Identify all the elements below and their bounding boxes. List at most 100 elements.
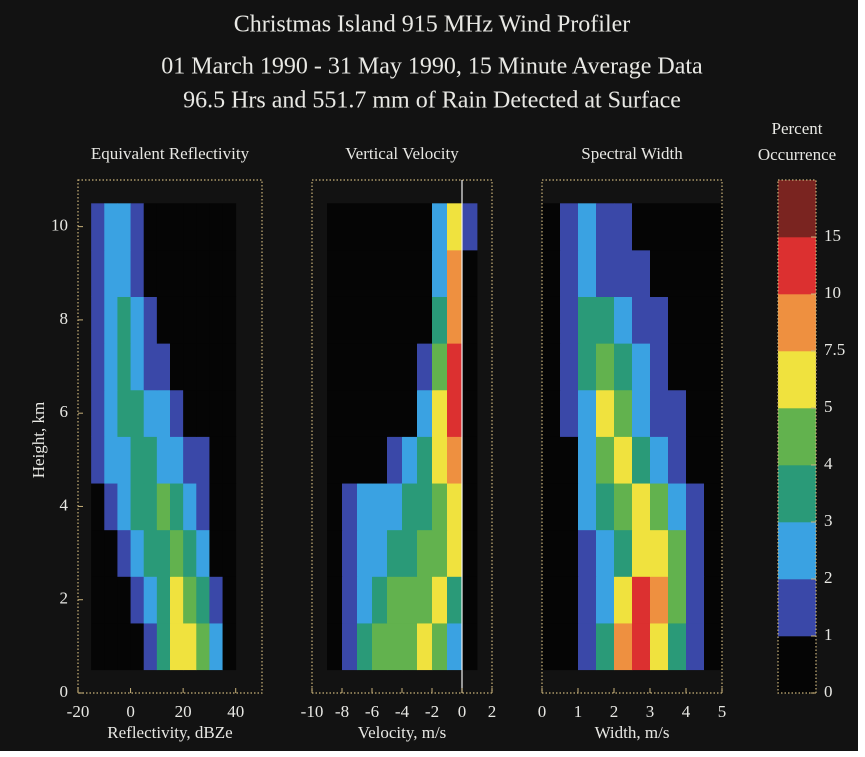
heatmap-cell bbox=[357, 529, 373, 577]
y-tick-label: 2 bbox=[60, 589, 69, 608]
heatmap-cell bbox=[104, 296, 118, 344]
heatmap-cell bbox=[372, 343, 388, 391]
heatmap-cell bbox=[462, 249, 478, 297]
colorbar-tick-label: 7.5 bbox=[824, 340, 845, 359]
heatmap-cell bbox=[183, 483, 197, 531]
heatmap-cell bbox=[183, 343, 197, 391]
heatmap-cell bbox=[462, 389, 478, 437]
heatmap-cell bbox=[209, 296, 223, 344]
heatmap-cell bbox=[117, 436, 131, 484]
heatmap-cell bbox=[104, 623, 118, 671]
heatmap-cell bbox=[357, 623, 373, 671]
heatmap-cell bbox=[432, 529, 448, 577]
heatmap-cell bbox=[117, 343, 131, 391]
heatmap-cell bbox=[130, 483, 145, 531]
colorbar-tick-label: 10 bbox=[824, 283, 841, 302]
heatmap-cell bbox=[387, 623, 403, 671]
x-tick-label: 2 bbox=[610, 702, 619, 721]
heatmap-cell bbox=[387, 483, 403, 531]
heatmap-cell bbox=[156, 296, 171, 344]
heatmap-cell bbox=[614, 483, 633, 531]
heatmap-cell bbox=[560, 389, 579, 437]
heatmap-cell bbox=[668, 343, 687, 391]
heatmap-cell bbox=[447, 249, 463, 297]
heatmap-cell bbox=[104, 576, 118, 624]
heatmap-cell bbox=[578, 576, 597, 624]
heatmap-cell bbox=[183, 436, 197, 484]
heatmap-cell bbox=[327, 249, 343, 297]
colorbar-band bbox=[778, 237, 816, 295]
heatmap-cell bbox=[183, 623, 197, 671]
heatmap-cell bbox=[387, 436, 403, 484]
heatmap-cell bbox=[130, 389, 145, 437]
heatmap-cell bbox=[447, 483, 463, 531]
heatmap-cell bbox=[170, 436, 184, 484]
heatmap-cell bbox=[91, 389, 105, 437]
heatmap-cell bbox=[104, 203, 118, 251]
colorbar-band bbox=[778, 294, 816, 352]
heatmap-cell bbox=[222, 576, 237, 624]
heatmap-cell bbox=[143, 343, 158, 391]
heatmap-cell bbox=[417, 203, 433, 251]
heatmap-cell bbox=[432, 623, 448, 671]
colorbar-title: Percent bbox=[772, 119, 823, 138]
heatmap-cell bbox=[183, 249, 197, 297]
heatmap-cell bbox=[686, 296, 705, 344]
x-tick-label: 4 bbox=[682, 702, 691, 721]
heatmap-cell bbox=[170, 623, 184, 671]
heatmap-cell bbox=[222, 623, 237, 671]
heatmap-cell bbox=[704, 576, 723, 624]
title-line: 96.5 Hrs and 551.7 mm of Rain Detected a… bbox=[183, 88, 681, 114]
heatmap-cell bbox=[417, 296, 433, 344]
heatmap-cell bbox=[668, 623, 687, 671]
heatmap-cell bbox=[117, 203, 131, 251]
heatmap-cell bbox=[372, 203, 388, 251]
heatmap-cell bbox=[183, 529, 197, 577]
heatmap-cell bbox=[222, 249, 237, 297]
heatmap-cell bbox=[357, 436, 373, 484]
heatmap-cell bbox=[130, 343, 145, 391]
colorbar-band bbox=[778, 465, 816, 523]
heatmap-cell bbox=[596, 343, 615, 391]
x-tick-label: -4 bbox=[395, 702, 410, 721]
heatmap-cell bbox=[578, 483, 597, 531]
heatmap-cell bbox=[596, 436, 615, 484]
colorbar-tick-label: 15 bbox=[824, 226, 841, 245]
heatmap-cell bbox=[462, 483, 478, 531]
heatmap-cell bbox=[632, 576, 651, 624]
heatmap-cell bbox=[686, 203, 705, 251]
heatmap-cell bbox=[327, 343, 343, 391]
heatmap-cell bbox=[704, 623, 723, 671]
heatmap-cell bbox=[462, 343, 478, 391]
heatmap-cell bbox=[447, 296, 463, 344]
heatmap-cell bbox=[357, 343, 373, 391]
heatmap-cell bbox=[209, 249, 223, 297]
heatmap-cell bbox=[402, 343, 418, 391]
colorbar-frame bbox=[777, 179, 817, 694]
heatmap-cell bbox=[372, 389, 388, 437]
heatmap-cell bbox=[632, 529, 651, 577]
heatmap-cell bbox=[196, 529, 210, 577]
heatmap-cell bbox=[183, 296, 197, 344]
heatmap-cell bbox=[130, 249, 145, 297]
heatmap-cell bbox=[596, 296, 615, 344]
heatmap-cell bbox=[578, 529, 597, 577]
heatmap-cell bbox=[650, 483, 669, 531]
x-tick-label: -8 bbox=[335, 702, 349, 721]
heatmap-cell bbox=[560, 623, 579, 671]
heatmap-cell bbox=[650, 389, 669, 437]
heatmap-cell bbox=[614, 436, 633, 484]
heatmap-cell bbox=[117, 389, 131, 437]
heatmap-cell bbox=[222, 296, 237, 344]
x-tick-label: -2 bbox=[425, 702, 439, 721]
heatmap-cell bbox=[143, 296, 158, 344]
x-tick-label: 0 bbox=[126, 702, 135, 721]
heatmap-cell bbox=[156, 389, 171, 437]
y-tick-label: 0 bbox=[60, 682, 69, 701]
heatmap-cell bbox=[560, 483, 579, 531]
heatmap-cell bbox=[357, 203, 373, 251]
heatmap-cell bbox=[668, 249, 687, 297]
colorbar-band bbox=[778, 180, 816, 238]
heatmap-cell bbox=[170, 296, 184, 344]
heatmap-cell bbox=[170, 483, 184, 531]
